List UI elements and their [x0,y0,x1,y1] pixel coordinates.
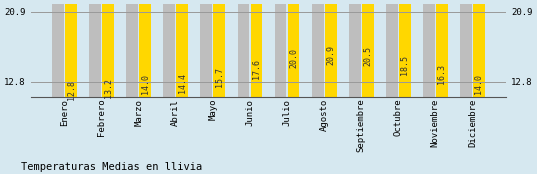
Text: 14.4: 14.4 [178,73,187,93]
Bar [460,0,472,97]
Text: Temperaturas Medias en llivia: Temperaturas Medias en llivia [21,162,203,172]
Text: 18.5: 18.5 [400,55,409,75]
Bar [362,0,374,97]
Text: 15.7: 15.7 [215,67,224,87]
Bar [325,0,337,97]
Bar [177,0,188,97]
Text: 20.0: 20.0 [289,49,298,69]
Bar [311,0,323,97]
Text: 14.0: 14.0 [474,74,483,94]
Bar [473,0,485,97]
Bar [288,0,300,97]
Bar [65,0,77,97]
Bar [349,0,360,97]
Bar [214,0,226,97]
Text: 20.9: 20.9 [326,45,335,65]
Bar [399,0,411,97]
Bar [386,0,398,97]
Bar [251,0,263,97]
Bar [423,0,435,97]
Text: 14.0: 14.0 [141,74,150,94]
Bar [163,0,175,97]
Bar [237,0,249,97]
Bar [52,0,64,97]
Bar [102,0,114,97]
Bar [139,0,151,97]
Text: 20.5: 20.5 [363,46,372,66]
Bar [274,0,286,97]
Bar [126,0,138,97]
Bar [200,0,212,97]
Text: 13.2: 13.2 [104,78,113,98]
Text: 17.6: 17.6 [252,59,261,79]
Text: 12.8: 12.8 [67,80,76,100]
Bar [89,0,101,97]
Bar [436,0,448,97]
Text: 16.3: 16.3 [437,64,446,84]
